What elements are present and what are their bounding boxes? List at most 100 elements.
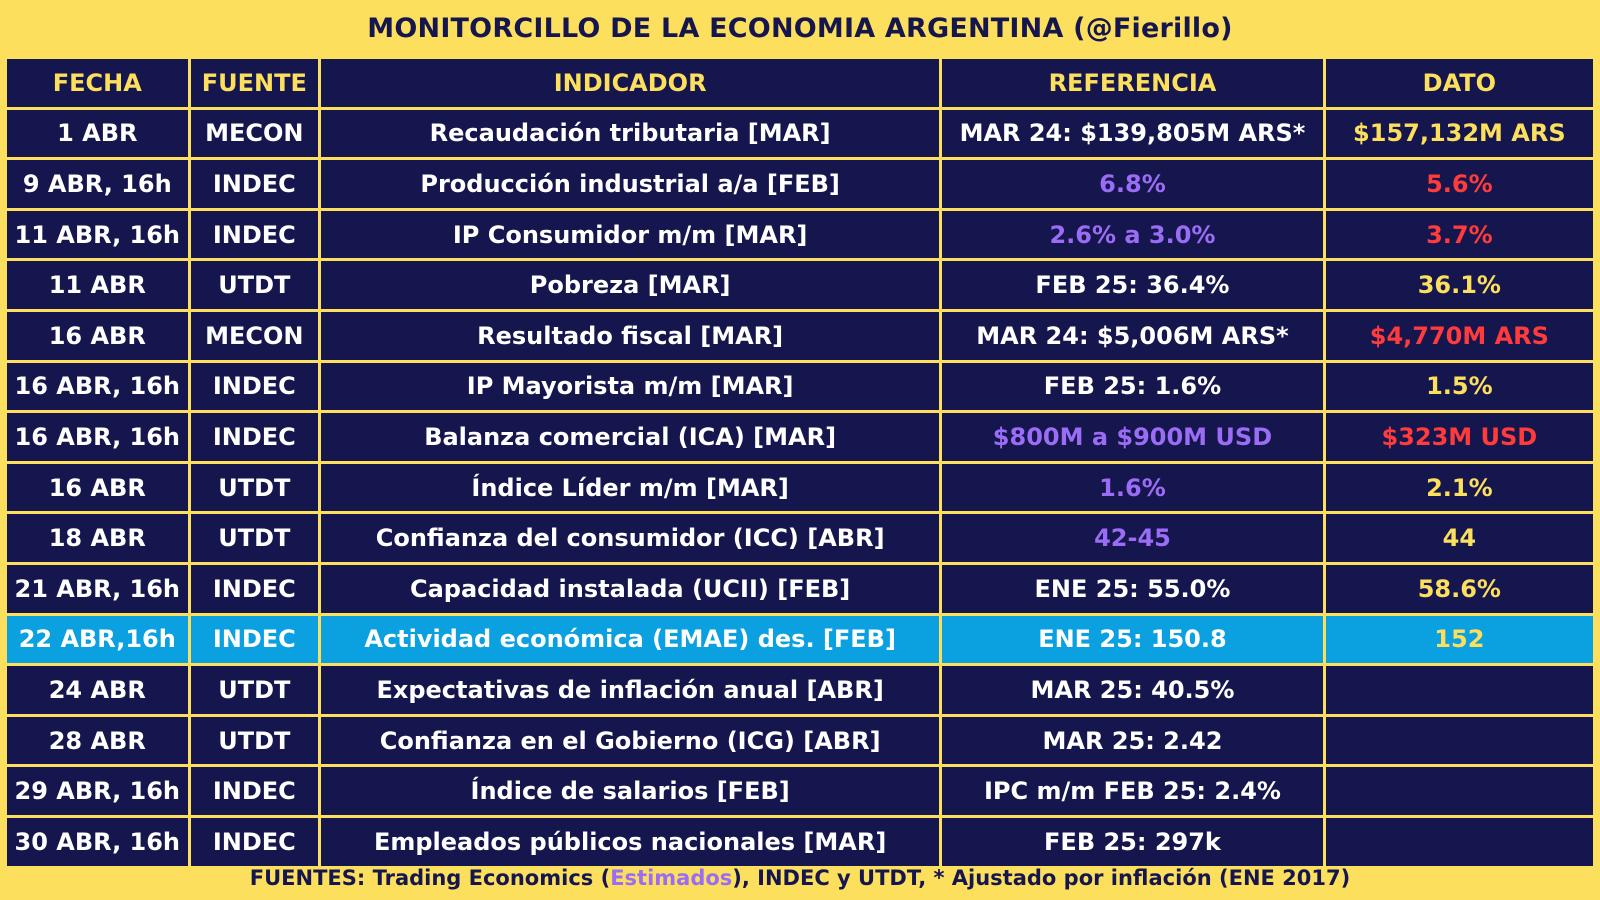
- cell-dato: 152: [1325, 615, 1593, 664]
- cell-indicador: Confianza del consumidor (ICC) [ABR]: [321, 514, 940, 562]
- table-row: 30 ABR, 16h INDEC Empleados públicos nacio…: [7, 817, 1593, 866]
- table-row: 21 ABR, 16h INDEC Capacidad instalada (UCI…: [7, 564, 1593, 613]
- footer-prefix: FUENTES: Trading Economics (: [249, 866, 611, 890]
- cell-dato: $157,132M ARS: [1325, 109, 1593, 158]
- cell-fuente: INDEC: [190, 817, 319, 866]
- table-row: 16 ABR, 16h INDEC Balanza comercial (ICA) …: [7, 413, 1593, 461]
- cell-indicador: Índice de salarios [FEB]: [321, 767, 940, 815]
- cell-indicador: Resultado fiscal [MAR]: [321, 311, 940, 360]
- cell-fuente: UTDT: [190, 261, 319, 309]
- cell-indicador: Confianza en el Gobierno (ICG) [ABR]: [321, 716, 940, 765]
- indicators-table: FECHA FUENTE INDICADOR REFERENCIA DATO 1…: [4, 56, 1596, 869]
- cell-fuente: UTDT: [190, 666, 319, 714]
- table-row: 11 ABR, 16h INDEC IP Consumidor m/m [MAR] 2…: [7, 210, 1593, 259]
- cell-fecha: 16 ABR: [7, 463, 188, 512]
- cell-referencia: MAR 25: 40.5%: [942, 666, 1323, 714]
- header-fuente: FUENTE: [190, 59, 319, 107]
- cell-dato: [1325, 767, 1593, 815]
- table-row: 22 ABR,16h INDEC Actividad económica (EMAE…: [7, 615, 1593, 664]
- cell-referencia: MAR 24: $139,805M ARS*: [942, 109, 1323, 158]
- cell-fecha: 24 ABR: [7, 666, 188, 714]
- cell-indicador: Recaudación tributaria [MAR]: [321, 109, 940, 158]
- cell-indicador: Actividad económica (EMAE) des. [FEB]: [321, 615, 940, 664]
- cell-dato: 1.5%: [1325, 362, 1593, 411]
- cell-dato: 58.6%: [1325, 564, 1593, 613]
- header-row: FECHA FUENTE INDICADOR REFERENCIA DATO: [7, 59, 1593, 107]
- cell-fuente: INDEC: [190, 210, 319, 259]
- cell-referencia: 1.6%: [942, 463, 1323, 512]
- cell-fuente: UTDT: [190, 514, 319, 562]
- cell-indicador: Balanza comercial (ICA) [MAR]: [321, 413, 940, 461]
- cell-fuente: MECON: [190, 311, 319, 360]
- cell-dato: 36.1%: [1325, 261, 1593, 309]
- cell-referencia: FEB 25: 297k: [942, 817, 1323, 866]
- cell-dato: $4,770M ARS: [1325, 311, 1593, 360]
- cell-fecha: 21 ABR, 16h: [7, 564, 188, 613]
- cell-fuente: UTDT: [190, 463, 319, 512]
- cell-fuente: MECON: [190, 109, 319, 158]
- cell-referencia: $800M a $900M USD: [942, 413, 1323, 461]
- table-row: 11 ABR UTDT Pobreza [MAR] FEB 25: 36.4% 36.1…: [7, 261, 1593, 309]
- cell-dato: 3.7%: [1325, 210, 1593, 259]
- table-row: 16 ABR, 16h INDEC IP Mayorista m/m [MAR] FE…: [7, 362, 1593, 411]
- footer-suffix: ), INDEC y UTDT, * Ajustado por inflació…: [732, 866, 1351, 890]
- cell-referencia: IPC m/m FEB 25: 2.4%: [942, 767, 1323, 815]
- cell-indicador: IP Consumidor m/m [MAR]: [321, 210, 940, 259]
- footer-estimates-word: Estimados: [610, 866, 733, 890]
- table-row: 24 ABR UTDT Expectativas de inflación anua…: [7, 666, 1593, 714]
- cell-dato: 5.6%: [1325, 160, 1593, 208]
- cell-indicador: Pobreza [MAR]: [321, 261, 940, 309]
- cell-fecha: 29 ABR, 16h: [7, 767, 188, 815]
- cell-fuente: INDEC: [190, 767, 319, 815]
- cell-dato: $323M USD: [1325, 413, 1593, 461]
- cell-referencia: ENE 25: 55.0%: [942, 564, 1323, 613]
- cell-indicador: Índice Líder m/m [MAR]: [321, 463, 940, 512]
- cell-fecha: 30 ABR, 16h: [7, 817, 188, 866]
- cell-referencia: FEB 25: 1.6%: [942, 362, 1323, 411]
- table-body: 1 ABR MECON Recaudación tributaria [MAR] MA…: [7, 109, 1593, 866]
- cell-dato: [1325, 666, 1593, 714]
- cell-referencia: FEB 25: 36.4%: [942, 261, 1323, 309]
- header-dato: DATO: [1325, 59, 1593, 107]
- cell-fuente: INDEC: [190, 362, 319, 411]
- header-referencia: REFERENCIA: [942, 59, 1323, 107]
- table-row: 16 ABR UTDT Índice Líder m/m [MAR] 1.6% 2.1%: [7, 463, 1593, 512]
- header-indicador: INDICADOR: [321, 59, 940, 107]
- cell-fecha: 16 ABR, 16h: [7, 362, 188, 411]
- sources-footer: FUENTES: Trading Economics ( Estimados )…: [0, 859, 1600, 897]
- cell-fecha: 28 ABR: [7, 716, 188, 765]
- table-row: 1 ABR MECON Recaudación tributaria [MAR] MA…: [7, 109, 1593, 158]
- cell-fuente: UTDT: [190, 716, 319, 765]
- cell-indicador: IP Mayorista m/m [MAR]: [321, 362, 940, 411]
- cell-fecha: 16 ABR: [7, 311, 188, 360]
- cell-dato: 2.1%: [1325, 463, 1593, 512]
- cell-fecha: 11 ABR, 16h: [7, 210, 188, 259]
- cell-fuente: INDEC: [190, 615, 319, 664]
- cell-fecha: 18 ABR: [7, 514, 188, 562]
- cell-referencia: ENE 25: 150.8: [942, 615, 1323, 664]
- cell-indicador: Empleados públicos nacionales [MAR]: [321, 817, 940, 866]
- cell-referencia: MAR 24: $5,006M ARS*: [942, 311, 1323, 360]
- cell-referencia: 2.6% a 3.0%: [942, 210, 1323, 259]
- cell-referencia: 42-45: [942, 514, 1323, 562]
- cell-fecha: 22 ABR,16h: [7, 615, 188, 664]
- cell-dato: 44: [1325, 514, 1593, 562]
- cell-indicador: Producción industrial a/a [FEB]: [321, 160, 940, 208]
- table-row: 29 ABR, 16h INDEC Índice de salarios [FEB]…: [7, 767, 1593, 815]
- cell-fuente: INDEC: [190, 160, 319, 208]
- table-row: 28 ABR UTDT Confianza en el Gobierno (ICG)…: [7, 716, 1593, 765]
- cell-fecha: 9 ABR, 16h: [7, 160, 188, 208]
- cell-dato: [1325, 716, 1593, 765]
- table-row: 16 ABR MECON Resultado fiscal [MAR] MAR 24:…: [7, 311, 1593, 360]
- cell-fecha: 11 ABR: [7, 261, 188, 309]
- table-row: 9 ABR, 16h INDEC Producción industrial a/a…: [7, 160, 1593, 208]
- cell-fuente: INDEC: [190, 564, 319, 613]
- cell-fecha: 1 ABR: [7, 109, 188, 158]
- cell-fuente: INDEC: [190, 413, 319, 461]
- cell-dato: [1325, 817, 1593, 866]
- cell-indicador: Expectativas de inflación anual [ABR]: [321, 666, 940, 714]
- cell-referencia: 6.8%: [942, 160, 1323, 208]
- header-fecha: FECHA: [7, 59, 188, 107]
- table-row: 18 ABR UTDT Confianza del consumidor (ICC)…: [7, 514, 1593, 562]
